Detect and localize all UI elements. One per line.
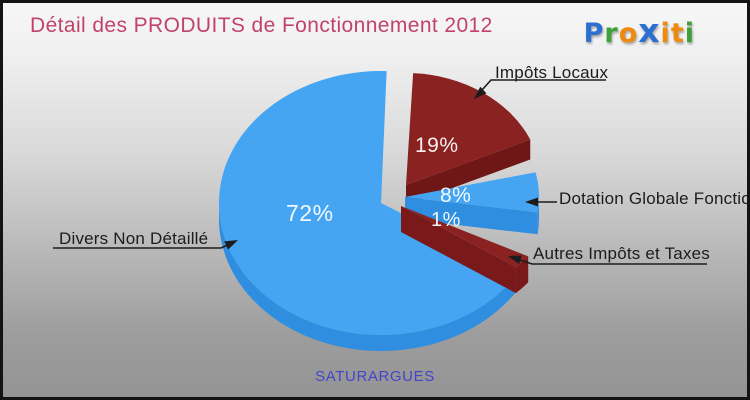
callout-arrow-icon-impots-locaux <box>474 86 487 99</box>
pie-slice-divers-non-detaille[interactable] <box>218 71 519 335</box>
callout-divers-non-detaille: Divers Non Détaillé <box>59 229 209 248</box>
pie-slice-side-autres-impots <box>401 206 516 294</box>
percent-label-impots-locaux: 19% <box>415 134 459 157</box>
callout-impots-locaux: Impôts Locaux <box>495 63 609 82</box>
logo-letter: i <box>684 18 695 49</box>
pie-slice-side-dotation-globale <box>405 197 538 235</box>
percent-label-divers-non-detaille: 72% <box>286 200 334 226</box>
callout-line-autres-impots <box>516 258 707 265</box>
proxiti-logo[interactable]: Proxiti <box>584 11 695 54</box>
pie-slice-impots-locaux[interactable] <box>406 73 531 185</box>
logo-letter: t <box>670 18 685 49</box>
pie-slice-autres-impots[interactable] <box>401 206 529 268</box>
callout-arrow-icon-divers-non-detaille <box>224 240 238 250</box>
logo-letter: P <box>583 18 605 49</box>
callout-arrow-icon-autres-impots <box>508 255 522 265</box>
callout-line-impots-locaux <box>481 79 606 91</box>
logo-letter: x <box>638 11 661 50</box>
callout-autres-impots: Autres Impôts et Taxes <box>533 244 710 263</box>
pie-slice-dotation-globale[interactable] <box>405 172 539 213</box>
pie-slice-rim-dotation-globale <box>537 197 539 235</box>
logo-letter: r <box>604 18 619 49</box>
pie-chart <box>53 71 707 351</box>
pie-slice-rim-autres-impots <box>515 256 529 294</box>
logo-letter: i <box>660 18 671 49</box>
pie-slice-side-impots-locaux <box>406 139 531 205</box>
chart-title: Détail des PRODUITS de Fonctionnement 20… <box>30 14 493 37</box>
logo-letter: o <box>618 18 639 49</box>
percent-label-dotation-globale: 8% <box>440 184 472 207</box>
callout-dotation-globale: Dotation Globale Fonctionnement <box>559 189 750 208</box>
region-label: SATURARGUES <box>315 368 435 385</box>
callout-arrow-icon-dotation-globale <box>525 197 538 207</box>
percent-label-autres-impots: 1% <box>431 209 461 231</box>
